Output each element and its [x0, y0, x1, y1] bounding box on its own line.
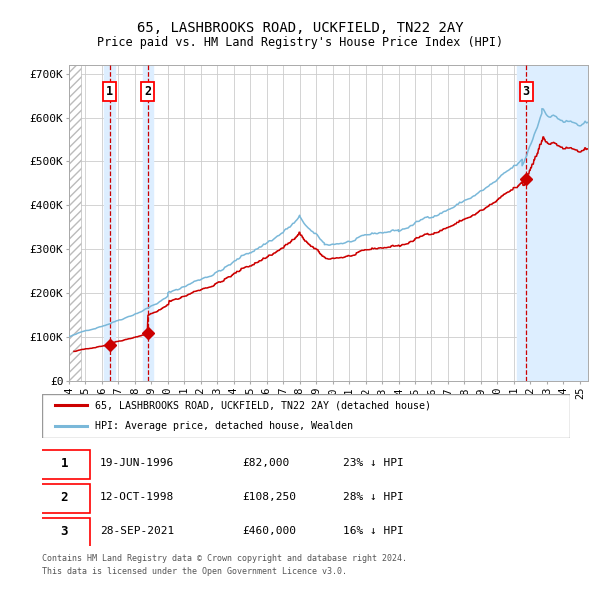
Text: 16% ↓ HPI: 16% ↓ HPI: [343, 526, 404, 536]
Text: 1: 1: [61, 457, 68, 470]
Text: Contains HM Land Registry data © Crown copyright and database right 2024.: Contains HM Land Registry data © Crown c…: [42, 554, 407, 563]
Text: 2: 2: [61, 491, 68, 504]
Bar: [143, 65, 154, 381]
Text: 3: 3: [523, 85, 530, 98]
Text: £82,000: £82,000: [242, 458, 290, 468]
Text: 2: 2: [145, 85, 151, 98]
Text: 12-OCT-1998: 12-OCT-1998: [100, 492, 175, 502]
Text: 28% ↓ HPI: 28% ↓ HPI: [343, 492, 404, 502]
Bar: [517, 65, 588, 381]
Text: 1: 1: [106, 85, 113, 98]
Text: This data is licensed under the Open Government Licence v3.0.: This data is licensed under the Open Gov…: [42, 566, 347, 576]
Text: £108,250: £108,250: [242, 492, 296, 502]
Text: 65, LASHBROOKS ROAD, UCKFIELD, TN22 2AY (detached house): 65, LASHBROOKS ROAD, UCKFIELD, TN22 2AY …: [95, 401, 431, 411]
Bar: [69, 65, 82, 381]
FancyBboxPatch shape: [40, 518, 89, 547]
FancyBboxPatch shape: [40, 450, 89, 478]
Text: £460,000: £460,000: [242, 526, 296, 536]
Text: 3: 3: [61, 525, 68, 538]
FancyBboxPatch shape: [40, 484, 89, 513]
Text: Price paid vs. HM Land Registry's House Price Index (HPI): Price paid vs. HM Land Registry's House …: [97, 36, 503, 49]
Bar: [104, 65, 115, 381]
FancyBboxPatch shape: [42, 394, 570, 438]
Text: 23% ↓ HPI: 23% ↓ HPI: [343, 458, 404, 468]
Text: 19-JUN-1996: 19-JUN-1996: [100, 458, 175, 468]
Text: 65, LASHBROOKS ROAD, UCKFIELD, TN22 2AY: 65, LASHBROOKS ROAD, UCKFIELD, TN22 2AY: [137, 21, 463, 35]
Text: 28-SEP-2021: 28-SEP-2021: [100, 526, 175, 536]
Text: HPI: Average price, detached house, Wealden: HPI: Average price, detached house, Weal…: [95, 421, 353, 431]
